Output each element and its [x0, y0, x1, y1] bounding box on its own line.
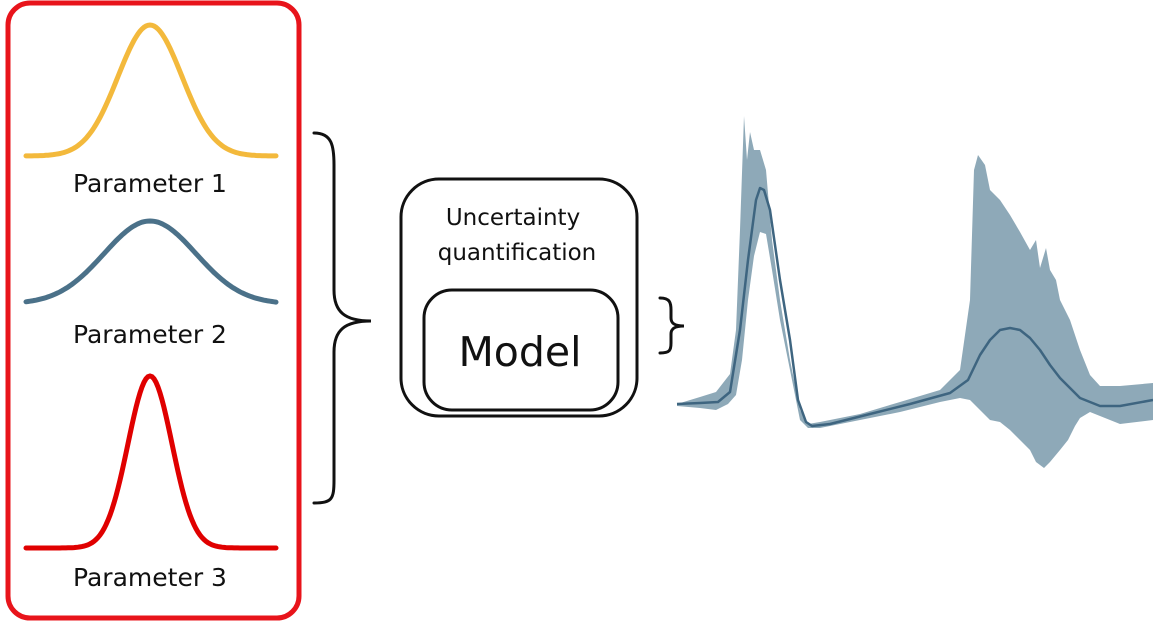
parameter-2-distribution-curve [23, 218, 279, 305]
curly-brace-icon [312, 131, 372, 505]
parameter-2-label: Parameter 2 [73, 320, 227, 349]
output-mean-line [676, 186, 1153, 428]
output-uncertainty-band [677, 116, 1153, 468]
parameter-1-distribution-curve [23, 22, 279, 159]
uncertainty-quantification-box [399, 177, 639, 418]
parameter-3-distribution-curve [23, 373, 279, 551]
model-label: Model [458, 328, 581, 376]
parameter-panel [5, 0, 302, 621]
uq-title-line-1: Uncertainty [446, 205, 580, 231]
model-box [422, 288, 620, 412]
parameter-1-label: Parameter 1 [73, 169, 227, 198]
uq-title-line-2: quantification [438, 240, 597, 266]
curly-brace-icon [658, 296, 685, 355]
parameter-3-label: Parameter 3 [73, 563, 227, 592]
